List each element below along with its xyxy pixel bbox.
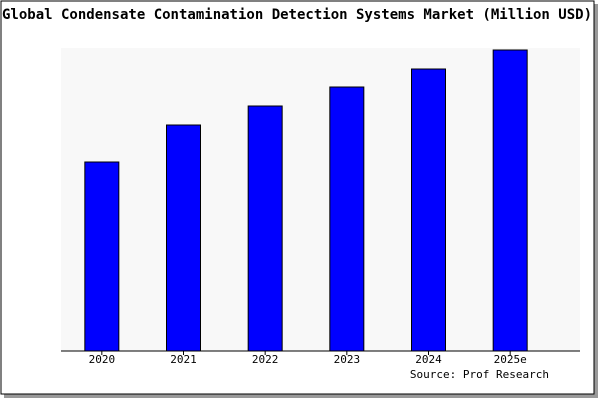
bar	[411, 68, 446, 352]
x-tick-label: 2023	[334, 353, 361, 366]
chart-title: Global Condensate Contamination Detectio…	[2, 7, 592, 23]
x-tick-label: 2022	[252, 353, 279, 366]
x-tick-label: 2024	[415, 353, 442, 366]
bar	[166, 124, 201, 352]
bar	[492, 49, 528, 352]
bar	[247, 105, 283, 352]
bar	[84, 161, 120, 352]
bar	[329, 86, 365, 352]
x-tick-label: 2021	[170, 353, 197, 366]
x-tick-label: 2020	[89, 353, 116, 366]
source: Source: Prof Research	[410, 368, 549, 381]
x-tick-label: 2025e	[494, 353, 527, 366]
